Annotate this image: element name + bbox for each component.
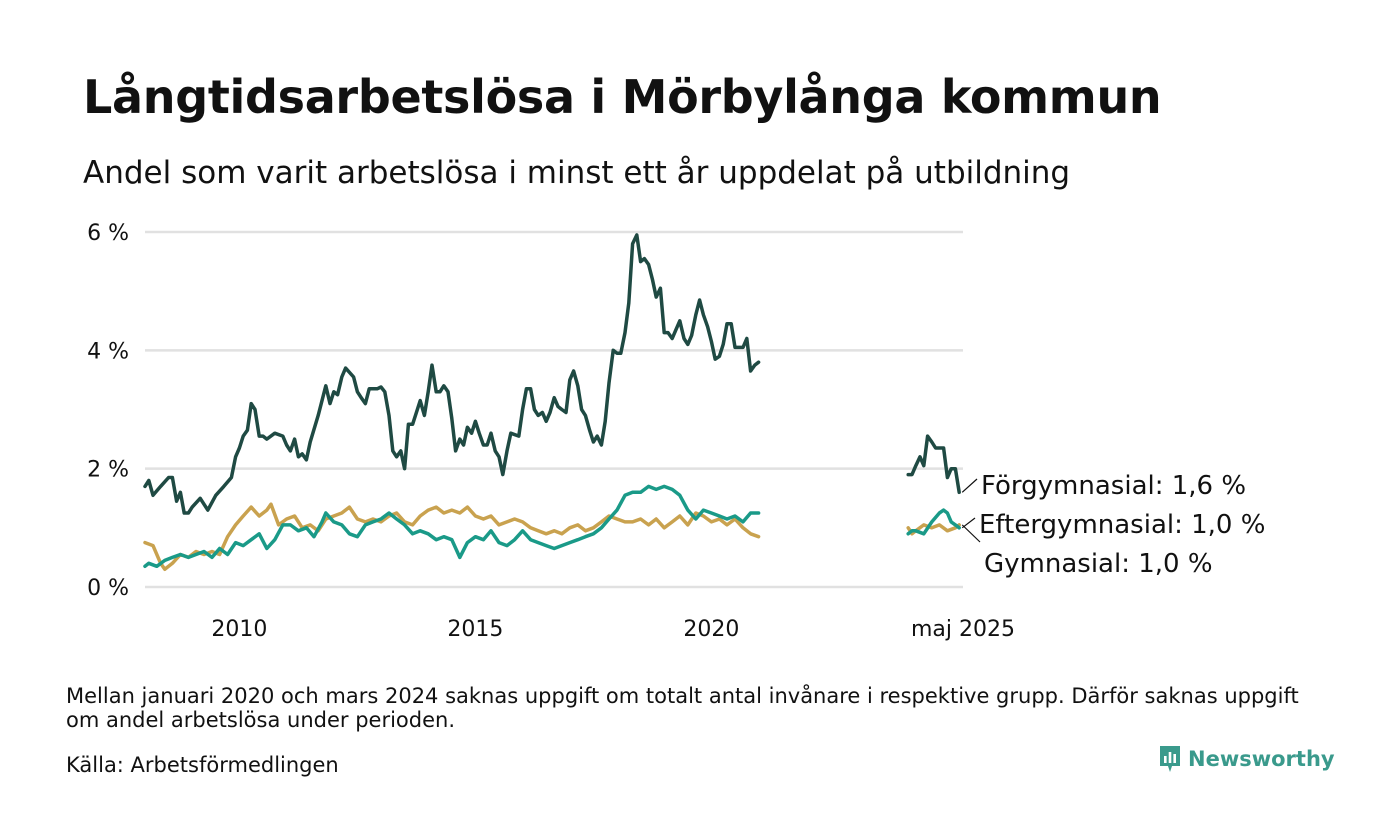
series-line-gymnasial xyxy=(906,523,961,536)
brand-logo: Newsworthy xyxy=(1158,744,1335,774)
chart-title: Långtidsarbetslösa i Mörbylånga kommun xyxy=(83,70,1162,124)
x-tick-label: 2015 xyxy=(447,617,503,642)
x-tick-label: 2010 xyxy=(211,617,267,642)
x-axis-ticks: 2010 2015 2020 maj 2025 xyxy=(211,617,1015,642)
chart-subtitle: Andel som varit arbetslösa i minst ett å… xyxy=(83,155,1071,191)
series-line-eftergymnasial xyxy=(143,484,761,569)
y-tick-label: 0 % xyxy=(87,576,129,601)
y-tick-label: 4 % xyxy=(87,339,129,364)
label-leader-line xyxy=(961,524,981,543)
series-line-gymnasial xyxy=(143,502,761,572)
series-line-eftergymnasial xyxy=(906,508,961,536)
y-axis-ticks: 0 % 2 % 4 % 6 % xyxy=(87,221,129,601)
series-end-labels: Förgymnasial: 1,6 % Eftergymnasial: 1,0 %… xyxy=(961,471,1265,579)
x-tick-label: maj 2025 xyxy=(911,617,1015,642)
y-tick-label: 2 % xyxy=(87,458,129,483)
brand-name: Newsworthy xyxy=(1188,747,1335,771)
series-line-förgymnasial xyxy=(143,233,761,515)
series-end-label: Gymnasial: 1,0 % xyxy=(984,549,1213,579)
newsworthy-logo-icon xyxy=(1160,746,1180,772)
gridlines xyxy=(145,230,963,589)
series-end-label: Förgymnasial: 1,6 % xyxy=(981,471,1246,501)
series-line-förgymnasial xyxy=(906,434,961,495)
x-tick-label: 2020 xyxy=(683,617,739,642)
y-tick-label: 6 % xyxy=(87,221,129,246)
label-leader-line xyxy=(961,478,978,493)
footnote: Mellan januari 2020 och mars 2024 saknas… xyxy=(66,684,1299,732)
series-lines xyxy=(143,233,961,572)
source-note: Källa: Arbetsförmedlingen xyxy=(66,753,339,777)
series-end-label: Eftergymnasial: 1,0 % xyxy=(979,510,1265,540)
